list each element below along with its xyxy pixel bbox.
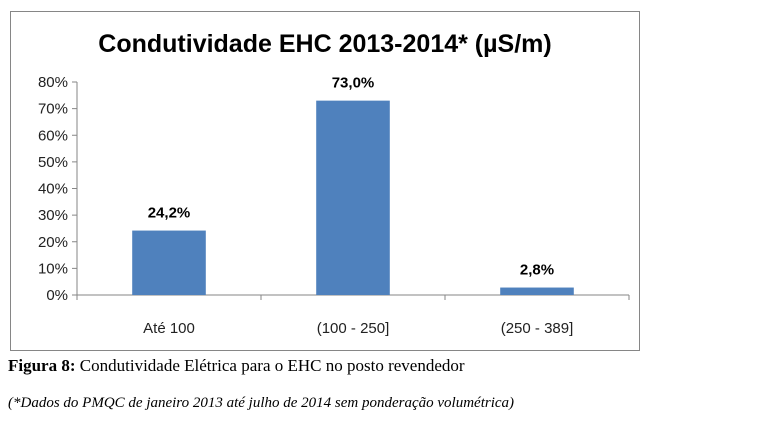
data-label: 2,8% bbox=[520, 262, 554, 279]
y-tick-label: 50% bbox=[38, 154, 68, 171]
bar bbox=[132, 230, 206, 295]
data-label: 73,0% bbox=[332, 75, 375, 92]
chart-title: Condutividade EHC 2013-2014* (µS/m) bbox=[98, 30, 551, 58]
bar bbox=[500, 287, 574, 295]
x-category-label: (250 - 389] bbox=[501, 320, 574, 337]
y-axis: 0% 10% 20% 30% 40% 50% 60% 70% 80% bbox=[38, 74, 78, 304]
y-tick-label: 30% bbox=[38, 207, 68, 224]
y-tick-label: 80% bbox=[38, 74, 68, 91]
data-label: 24,2% bbox=[148, 205, 191, 222]
x-category-label: Até 100 bbox=[143, 320, 195, 337]
figure-caption: Figura 8: Condutividade Elétrica para o … bbox=[8, 356, 465, 376]
y-tick-label: 60% bbox=[38, 127, 68, 144]
bars: 24,2% 73,0% 2,8% bbox=[132, 75, 574, 295]
figure-label: Figura 8: bbox=[8, 356, 76, 375]
y-tick-label: 40% bbox=[38, 181, 68, 198]
figure-caption-text: Condutividade Elétrica para o EHC no pos… bbox=[79, 356, 465, 375]
chart-frame: Condutividade EHC 2013-2014* (µS/m) 0% 10… bbox=[10, 11, 640, 351]
y-tick-label: 70% bbox=[38, 101, 68, 118]
x-category-label: (100 - 250] bbox=[317, 320, 390, 337]
data-source-note: (*Dados do PMQC de janeiro 2013 até julh… bbox=[8, 395, 515, 411]
bar-chart: Condutividade EHC 2013-2014* (µS/m) 0% 10… bbox=[38, 30, 630, 337]
bar bbox=[316, 100, 390, 295]
x-axis: Até 100 (100 - 250] (250 - 389] bbox=[76, 294, 630, 337]
y-tick-label: 10% bbox=[38, 260, 68, 277]
y-tick-label: 0% bbox=[46, 287, 68, 304]
y-tick-label: 20% bbox=[38, 234, 68, 251]
